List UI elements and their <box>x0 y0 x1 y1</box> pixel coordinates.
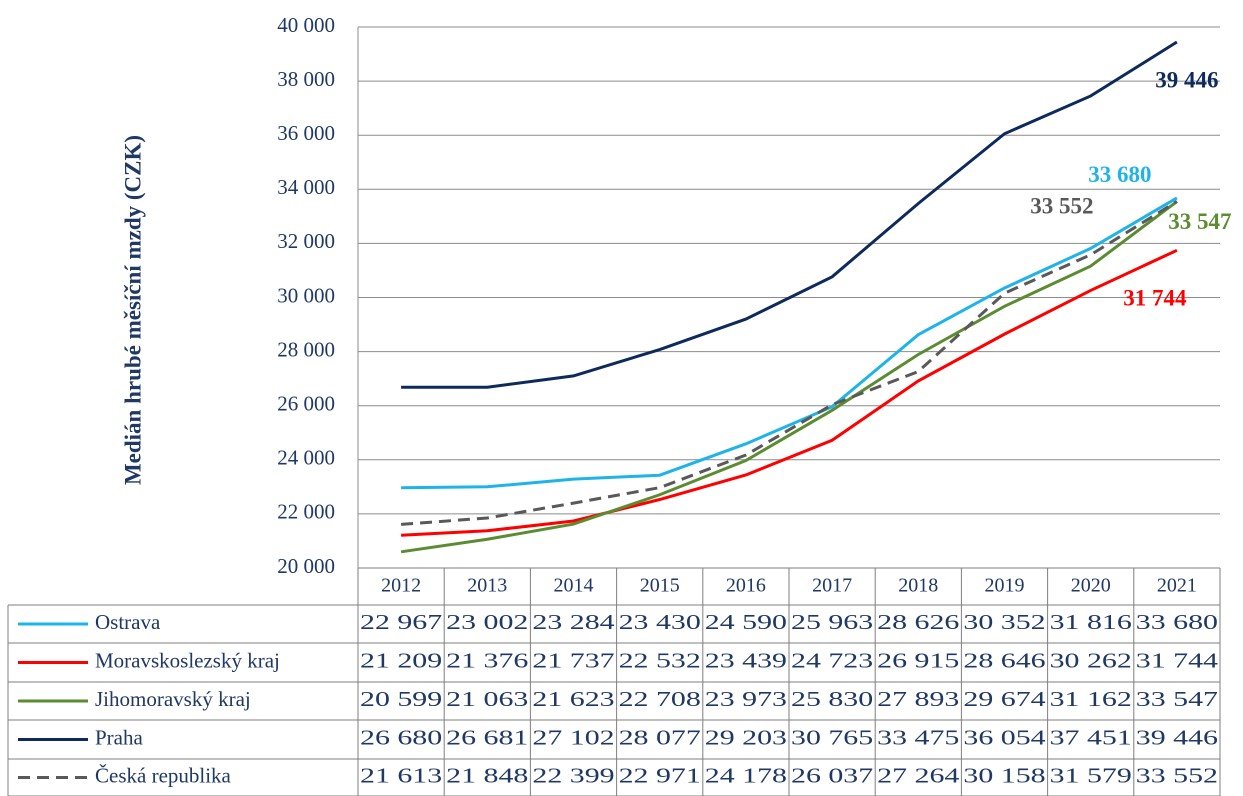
table-cell: 30 262 <box>1050 648 1132 672</box>
x-tick-label: 2021 <box>1157 575 1197 597</box>
series-line <box>401 248 1178 537</box>
table-cell: 23 430 <box>619 610 701 634</box>
y-tick-label: 32 000 <box>277 229 335 253</box>
table-cell: 23 284 <box>532 610 615 634</box>
table-cell: 21 848 <box>446 763 528 787</box>
table-cell: 29 674 <box>963 687 1046 711</box>
table-cell: 26 680 <box>360 725 442 749</box>
y-tick-label: 34 000 <box>277 175 335 199</box>
table-cell: 28 077 <box>619 725 701 749</box>
table-cell: 25 830 <box>791 687 873 711</box>
legend-label: Moravskoslezský kraj <box>95 648 280 672</box>
table-cell: 24 590 <box>705 610 787 634</box>
table-cell: 26 037 <box>791 763 873 787</box>
x-tick-label: 2018 <box>898 575 938 597</box>
table-cell: 21 063 <box>446 687 528 711</box>
table-cell: 31 162 <box>1050 687 1132 711</box>
y-tick-label: 36 000 <box>277 121 335 145</box>
table-cell: 24 723 <box>791 648 873 672</box>
end-label: 33 680 <box>1088 162 1151 187</box>
table-cell: 22 399 <box>532 763 614 787</box>
table-cell: 37 451 <box>1050 725 1132 749</box>
table-cell: 33 552 <box>1136 763 1218 787</box>
y-tick-label: 40 000 <box>277 13 335 37</box>
table-cell: 33 547 <box>1136 687 1218 711</box>
x-tick-label: 2020 <box>1071 575 1111 597</box>
series-line <box>400 200 1178 526</box>
series-line <box>400 200 1178 554</box>
table-cell: 29 203 <box>705 725 787 749</box>
y-tick-label: 22 000 <box>277 500 335 524</box>
table-cell: 21 209 <box>360 648 442 672</box>
table-cell: 21 376 <box>446 648 528 672</box>
table-cell: 30 158 <box>963 763 1045 787</box>
legend-label: Jihomoravský kraj <box>95 687 251 711</box>
table-cell: 22 532 <box>619 648 701 672</box>
end-label: 31 744 <box>1123 286 1187 311</box>
table-cell: 33 475 <box>877 725 959 749</box>
table-cell: 25 963 <box>791 610 873 634</box>
y-tick-label: 28 000 <box>277 337 335 361</box>
table-cell: 21 623 <box>532 687 614 711</box>
y-axis-title: Medián hrubé měsíční mzdy (CZK) <box>120 135 145 485</box>
end-label: 33 552 <box>1030 194 1093 219</box>
table-cell: 20 599 <box>360 687 442 711</box>
legend-label: Česká republika <box>95 763 232 787</box>
table-cell: 22 708 <box>619 687 701 711</box>
x-tick-label: 2017 <box>812 575 852 597</box>
end-label: 33 547 <box>1168 209 1231 234</box>
table-cell: 27 264 <box>877 763 960 787</box>
series-line <box>401 40 1178 389</box>
y-tick-label: 38 000 <box>277 67 335 91</box>
table-cell: 22 967 <box>360 610 442 634</box>
table-cell: 23 002 <box>446 610 528 634</box>
table-cell: 30 765 <box>791 725 873 749</box>
table-cell: 21 737 <box>532 648 614 672</box>
y-tick-label: 20 000 <box>277 554 335 578</box>
table-cell: 31 744 <box>1136 648 1219 672</box>
table-cell: 36 054 <box>963 725 1046 749</box>
table-cell: 26 681 <box>446 725 528 749</box>
table-cell: 22 971 <box>619 763 701 787</box>
y-tick-label: 30 000 <box>277 283 335 307</box>
table-cell: 27 893 <box>877 687 959 711</box>
y-tick-label: 24 000 <box>277 446 335 470</box>
x-tick-label: 2019 <box>985 575 1025 597</box>
table-cell: 26 915 <box>877 648 959 672</box>
legend-label: Praha <box>95 725 143 749</box>
x-tick-label: 2014 <box>554 575 594 597</box>
x-tick-label: 2012 <box>381 575 421 597</box>
table-cell: 31 579 <box>1050 763 1132 787</box>
table-cell: 21 613 <box>360 763 442 787</box>
table-cell: 23 973 <box>705 687 787 711</box>
table-cell: 28 626 <box>877 610 959 634</box>
table-cell: 28 646 <box>963 648 1045 672</box>
x-tick-label: 2016 <box>726 575 766 597</box>
end-label: 39 446 <box>1155 67 1218 92</box>
table-cell: 24 178 <box>705 763 787 787</box>
table-cell: 39 446 <box>1136 725 1218 749</box>
table-cell: 31 816 <box>1050 610 1132 634</box>
table-cell: 23 439 <box>705 648 787 672</box>
table-cell: 33 680 <box>1136 610 1218 634</box>
series-line <box>401 196 1178 490</box>
table-cell: 30 352 <box>963 610 1045 634</box>
table-cell: 27 102 <box>532 725 614 749</box>
x-tick-label: 2013 <box>467 575 507 597</box>
x-tick-label: 2015 <box>640 575 680 597</box>
legend-label: Ostrava <box>95 610 161 634</box>
y-tick-label: 26 000 <box>277 392 335 416</box>
